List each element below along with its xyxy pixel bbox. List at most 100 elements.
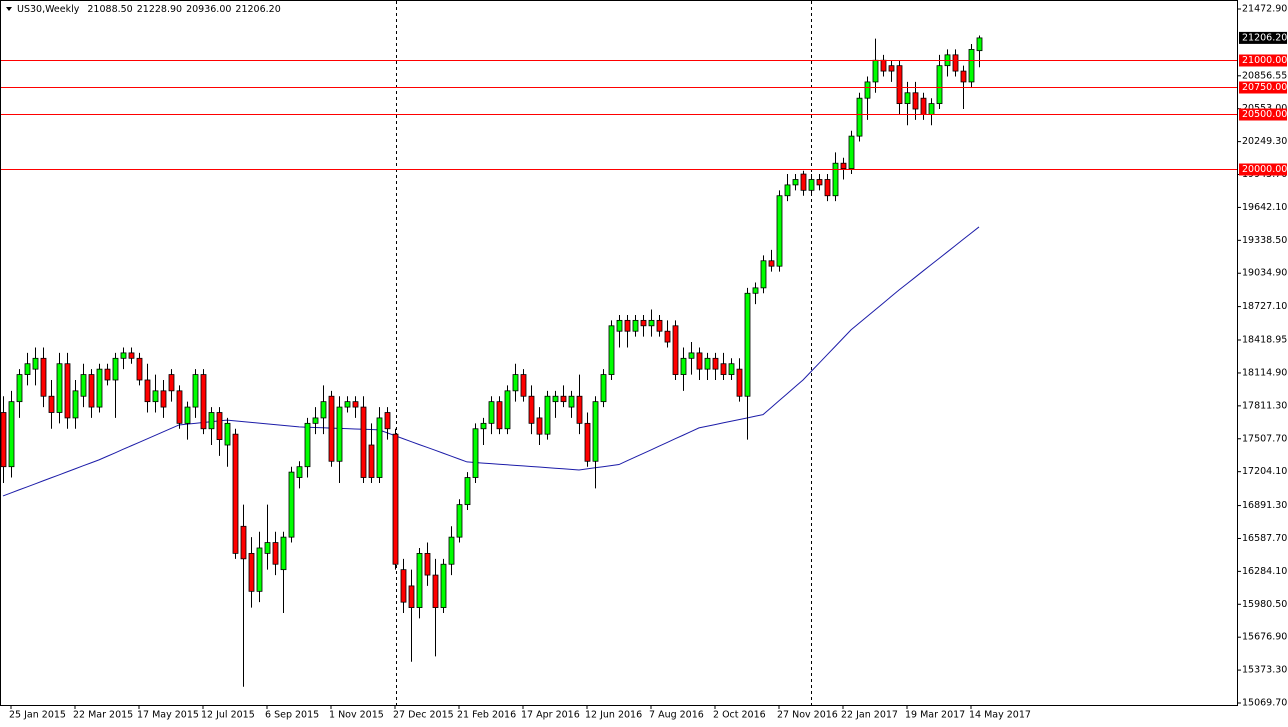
candle-body	[384, 412, 391, 430]
candle-body	[552, 395, 559, 403]
candle-body	[16, 374, 23, 403]
y-tick-label: 19338.50	[1242, 235, 1287, 246]
chart-title: US30,Weekly	[17, 4, 80, 15]
x-tick-label: 7 Aug 2016	[649, 710, 704, 721]
candle-body	[336, 406, 343, 462]
candle-body	[648, 319, 655, 327]
x-tick-label: 12 Jun 2016	[585, 710, 642, 721]
y-tick-label: 17204.10	[1242, 466, 1287, 477]
y-tick-label: 19034.90	[1242, 268, 1287, 279]
candle-body	[88, 374, 95, 408]
candle-body	[768, 260, 775, 267]
x-tick-label: 27 Dec 2015	[393, 710, 454, 721]
candle-body	[680, 357, 687, 375]
candle-body	[912, 92, 919, 110]
x-tick-label: 19 Mar 2017	[905, 710, 965, 721]
candle-body	[32, 357, 39, 370]
y-tick-label: 17811.30	[1242, 400, 1287, 411]
candle-body	[712, 357, 719, 370]
candle-body	[456, 504, 463, 538]
candle-body	[496, 401, 503, 430]
candle-body	[824, 179, 831, 197]
candle-body	[144, 379, 151, 403]
y-tick-label: 18114.90	[1242, 367, 1287, 378]
candle-body	[280, 536, 287, 571]
candle-body	[600, 374, 607, 403]
candle-body	[368, 444, 375, 478]
candle-body	[832, 162, 839, 197]
x-tick-label: 17 Apr 2016	[521, 710, 580, 721]
candle-body	[464, 477, 471, 506]
candle-body	[288, 471, 295, 538]
price-label: 21206.20	[1242, 32, 1287, 43]
candle-body	[40, 357, 47, 397]
x-tick-label: 6 Sep 2015	[265, 710, 319, 721]
candle-body	[640, 319, 647, 327]
candle-body	[304, 422, 311, 468]
x-tick-label: 21 Feb 2016	[457, 710, 516, 721]
marks: 21472.9020856.5520553.0020249.3019945.70…	[0, 4, 1287, 721]
candle-body	[968, 49, 975, 83]
y-tick-label: 16284.10	[1242, 566, 1287, 577]
candle-body	[200, 374, 207, 430]
level-label-box	[1239, 81, 1287, 94]
candle-body	[544, 395, 551, 435]
y-tick-label: 21472.90	[1242, 4, 1287, 15]
ohlc-label: 21088.50	[87, 4, 132, 15]
candle-body	[424, 552, 431, 576]
level-label: 21000.00	[1242, 55, 1287, 66]
candle-body	[920, 97, 927, 115]
candle-body	[904, 92, 911, 105]
candle-body	[264, 542, 271, 554]
candle-body	[880, 59, 887, 72]
candle-body	[608, 325, 615, 375]
candle-body	[272, 542, 279, 565]
candle-body	[440, 563, 447, 608]
candle-body	[136, 357, 143, 381]
candle-body	[48, 395, 55, 413]
x-tick-label: 22 Jan 2017	[841, 710, 898, 721]
candle-body	[320, 401, 327, 419]
y-tick-label: 15069.70	[1242, 698, 1287, 709]
candle-body	[184, 406, 191, 424]
candle-body	[528, 395, 535, 424]
candle-body	[728, 363, 735, 375]
ohlc-label: 20936.00	[186, 4, 231, 15]
candle-body	[584, 422, 591, 462]
candle-body	[616, 319, 623, 332]
x-tick-label: 25 Jan 2015	[9, 710, 66, 721]
candle-body	[80, 374, 87, 397]
candle-body	[104, 368, 111, 381]
candle-body	[448, 536, 455, 565]
candle-body	[976, 37, 983, 52]
candle-body	[352, 401, 359, 408]
candle-body	[632, 319, 639, 332]
candle-body	[888, 65, 895, 72]
candle-body	[376, 417, 383, 478]
candle-body	[168, 374, 175, 392]
candle-body	[120, 352, 127, 359]
x-tick-label: 2 Oct 2016	[713, 710, 766, 721]
level-label-box	[1239, 108, 1287, 121]
candle-body	[536, 417, 543, 435]
candle-body	[512, 374, 519, 392]
level-label: 20500.00	[1242, 109, 1287, 120]
candle-body	[592, 401, 599, 462]
x-tick-label: 12 Jul 2015	[201, 710, 255, 721]
candle-body	[488, 401, 495, 424]
candle-body	[864, 81, 871, 99]
candle-body	[568, 395, 575, 408]
y-tick-label: 18418.95	[1242, 334, 1287, 345]
y-tick-label: 15373.30	[1242, 665, 1287, 676]
candle-body	[784, 184, 791, 197]
candle-body	[560, 395, 567, 403]
candle-body	[808, 179, 815, 191]
candle-body	[664, 330, 671, 343]
menu-icon	[6, 7, 12, 11]
candle-body	[432, 574, 439, 608]
candle-body	[56, 363, 63, 413]
candle-body	[296, 466, 303, 478]
candle-body	[744, 292, 751, 397]
candle-body	[792, 179, 799, 186]
candle-body	[224, 422, 231, 446]
